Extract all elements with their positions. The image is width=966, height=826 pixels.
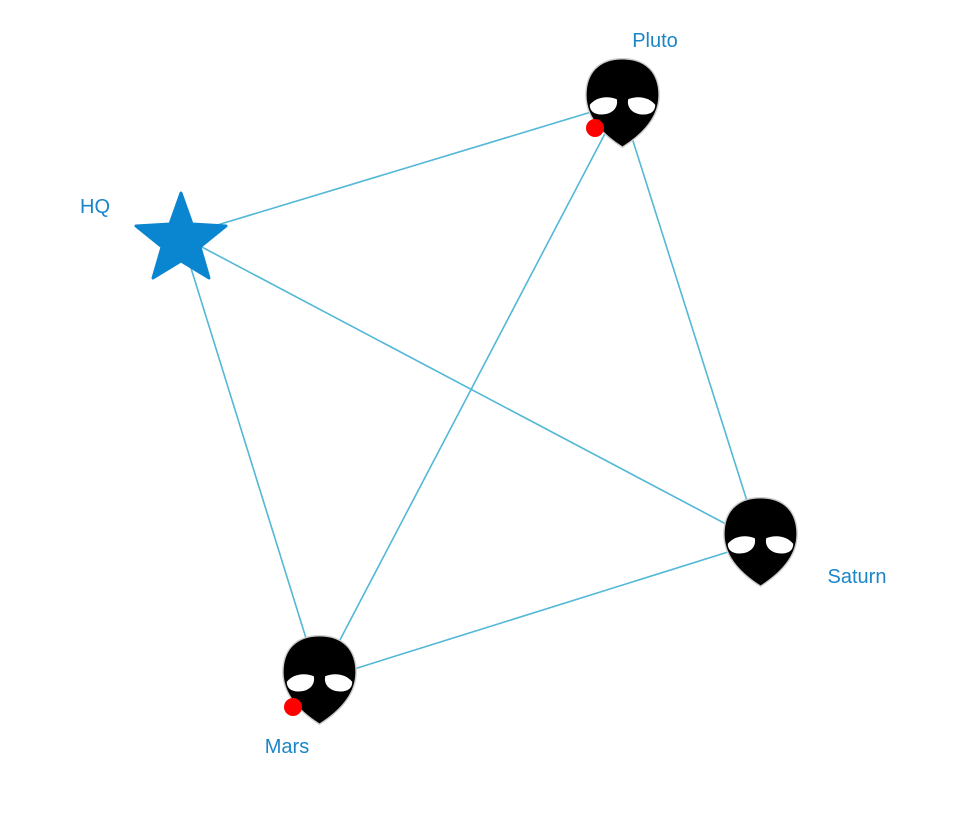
node-saturn[interactable]: Saturn <box>723 496 887 588</box>
edge-hq-pluto <box>180 102 622 237</box>
node-label-pluto: Pluto <box>632 30 678 52</box>
node-label-mars: Mars <box>265 736 309 758</box>
alien-icon <box>723 496 798 588</box>
edge-pluto-mars <box>318 102 622 681</box>
node-label-saturn: Saturn <box>828 566 887 588</box>
alert-dot <box>284 698 302 716</box>
star-icon <box>134 191 228 280</box>
alert-dot <box>586 119 604 137</box>
edges <box>180 102 761 681</box>
edge-saturn-mars <box>318 541 761 681</box>
node-pluto[interactable]: Pluto <box>585 30 678 149</box>
edge-pluto-saturn <box>620 102 761 543</box>
node-label-hq: HQ <box>80 196 110 218</box>
edge-hq-mars <box>180 235 320 681</box>
node-hq[interactable]: HQ <box>80 191 228 280</box>
node-mars[interactable]: Mars <box>265 634 357 758</box>
